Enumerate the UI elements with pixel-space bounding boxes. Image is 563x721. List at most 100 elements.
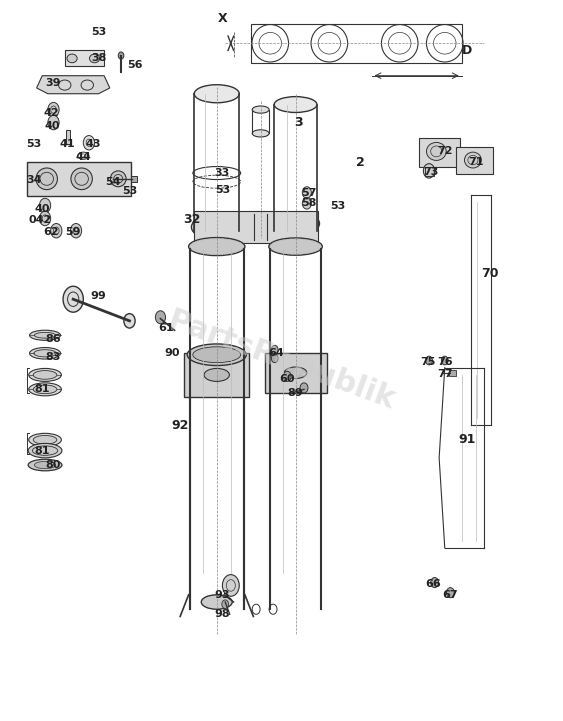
Text: 89: 89: [288, 388, 303, 398]
Text: 042: 042: [29, 215, 52, 225]
Text: 62: 62: [43, 227, 59, 237]
Text: 53: 53: [122, 186, 137, 196]
Bar: [27, 162, 131, 196]
Text: D: D: [462, 44, 472, 57]
Ellipse shape: [29, 348, 61, 359]
Circle shape: [423, 164, 435, 178]
Circle shape: [283, 371, 291, 381]
Text: 92: 92: [172, 419, 189, 432]
Ellipse shape: [271, 212, 320, 235]
Circle shape: [118, 52, 124, 59]
Ellipse shape: [90, 54, 100, 63]
Ellipse shape: [269, 238, 322, 255]
Ellipse shape: [28, 443, 62, 458]
Ellipse shape: [427, 142, 446, 161]
Text: 32: 32: [183, 213, 200, 226]
Text: 81: 81: [34, 384, 50, 394]
Circle shape: [48, 102, 59, 117]
Text: 38: 38: [91, 53, 106, 63]
Circle shape: [446, 588, 454, 598]
Circle shape: [222, 600, 229, 609]
Text: 53: 53: [91, 27, 106, 37]
Bar: [184, 353, 249, 397]
Ellipse shape: [202, 595, 232, 609]
Text: 61: 61: [158, 323, 174, 333]
Text: 41: 41: [60, 139, 75, 149]
Bar: [265, 353, 327, 393]
Text: 93: 93: [215, 590, 230, 600]
Text: 81: 81: [34, 446, 50, 456]
Text: 53: 53: [330, 201, 346, 211]
Text: 53: 53: [26, 139, 42, 149]
Ellipse shape: [193, 347, 241, 363]
Text: 86: 86: [46, 334, 61, 344]
Bar: [66, 130, 70, 144]
Ellipse shape: [279, 215, 312, 231]
Ellipse shape: [110, 171, 126, 187]
Text: 72: 72: [437, 146, 453, 156]
Ellipse shape: [67, 54, 77, 63]
Circle shape: [431, 578, 439, 588]
Circle shape: [271, 345, 278, 354]
Circle shape: [302, 198, 311, 209]
Text: 3: 3: [294, 116, 303, 129]
Text: 59: 59: [65, 227, 81, 237]
Ellipse shape: [33, 435, 57, 444]
Text: 70: 70: [481, 267, 499, 280]
Text: 57: 57: [301, 188, 316, 198]
Ellipse shape: [252, 106, 269, 113]
Text: 67: 67: [443, 590, 458, 600]
Bar: [251, 24, 462, 63]
Bar: [194, 211, 318, 243]
Text: 43: 43: [85, 139, 101, 149]
Text: 2: 2: [356, 156, 365, 169]
Text: 42: 42: [44, 108, 60, 118]
Ellipse shape: [252, 130, 269, 137]
Text: 33: 33: [215, 168, 230, 178]
Bar: [456, 147, 493, 174]
Circle shape: [302, 187, 311, 198]
Ellipse shape: [28, 459, 62, 471]
Circle shape: [271, 354, 278, 363]
Text: 64: 64: [268, 348, 284, 358]
Ellipse shape: [189, 238, 245, 255]
Ellipse shape: [36, 168, 57, 190]
Ellipse shape: [34, 332, 56, 338]
Bar: [419, 138, 460, 167]
Text: 90: 90: [164, 348, 180, 358]
Ellipse shape: [191, 214, 242, 239]
Polygon shape: [37, 76, 110, 94]
Text: 99: 99: [91, 291, 106, 301]
Bar: [65, 50, 104, 66]
Text: X: X: [217, 12, 227, 25]
Ellipse shape: [194, 84, 239, 103]
Text: 66: 66: [426, 579, 441, 589]
Circle shape: [51, 224, 62, 238]
Bar: [131, 176, 137, 182]
Text: 56: 56: [127, 60, 143, 70]
Circle shape: [39, 198, 51, 213]
Text: 44: 44: [75, 152, 91, 162]
Text: 40: 40: [44, 121, 60, 131]
Text: 71: 71: [468, 157, 484, 167]
Text: 80: 80: [46, 460, 61, 470]
Circle shape: [70, 224, 82, 238]
Ellipse shape: [29, 330, 61, 340]
Ellipse shape: [71, 168, 92, 190]
Ellipse shape: [34, 350, 56, 357]
Circle shape: [222, 575, 239, 596]
Ellipse shape: [284, 367, 307, 379]
Text: 58: 58: [301, 198, 316, 208]
Ellipse shape: [204, 368, 230, 381]
Text: 83: 83: [46, 352, 61, 362]
Text: 91: 91: [459, 433, 476, 446]
Circle shape: [63, 286, 83, 312]
Text: 54: 54: [105, 177, 120, 187]
Ellipse shape: [29, 383, 61, 396]
Circle shape: [39, 211, 51, 226]
Ellipse shape: [274, 97, 317, 112]
Circle shape: [155, 311, 166, 324]
Ellipse shape: [29, 433, 61, 446]
Circle shape: [426, 356, 432, 365]
Text: 98: 98: [215, 609, 230, 619]
